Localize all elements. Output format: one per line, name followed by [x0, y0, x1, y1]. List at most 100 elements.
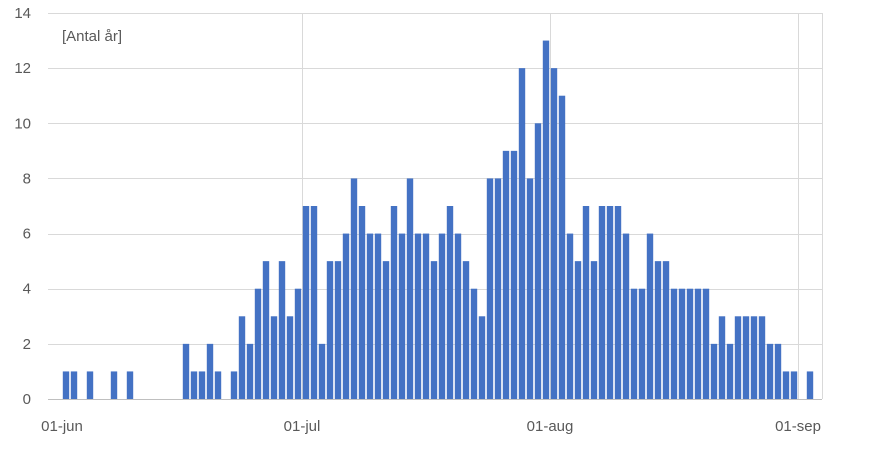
bar — [366, 233, 374, 399]
bar — [230, 371, 238, 399]
bar — [574, 261, 582, 399]
bar — [86, 371, 94, 399]
bar — [486, 178, 494, 399]
y-tick-label: 10 — [14, 115, 31, 132]
bar — [438, 233, 446, 399]
bar — [422, 233, 430, 399]
bar — [278, 261, 286, 399]
bar — [198, 371, 206, 399]
x-tick-label: 01-aug — [527, 418, 574, 435]
bar — [646, 233, 654, 399]
y-tick-label: 8 — [23, 170, 31, 187]
bar — [390, 206, 398, 399]
bar — [726, 343, 734, 399]
bar — [214, 371, 222, 399]
bar — [518, 68, 526, 399]
bar — [686, 288, 694, 399]
bar — [614, 206, 622, 399]
bar — [462, 261, 470, 399]
x-tick-label: 01-jun — [41, 418, 83, 435]
bar — [374, 233, 382, 399]
bar — [342, 233, 350, 399]
bar — [62, 371, 70, 399]
x-tick-label: 01-jul — [284, 418, 321, 435]
bar — [734, 316, 742, 399]
bar — [566, 233, 574, 399]
bar — [630, 288, 638, 399]
bar — [302, 206, 310, 399]
bar — [758, 316, 766, 399]
bar — [454, 233, 462, 399]
bar — [590, 261, 598, 399]
bar — [606, 206, 614, 399]
bar — [670, 288, 678, 399]
chart-annotation: [Antal år] — [62, 28, 122, 45]
bar — [502, 150, 510, 399]
bar — [334, 261, 342, 399]
bar — [542, 40, 550, 399]
axes: 0 2 4 6 8 10 12 14 01-jun 01-jul 01-aug 01-sep — [14, 5, 822, 435]
bar — [750, 316, 758, 399]
bar — [526, 178, 534, 399]
gridlines — [48, 13, 823, 399]
bar — [510, 150, 518, 399]
bar — [270, 316, 278, 399]
bar — [702, 288, 710, 399]
bar — [598, 206, 606, 399]
bar — [430, 261, 438, 399]
bar — [206, 343, 214, 399]
bar — [326, 261, 334, 399]
bar — [310, 206, 318, 399]
bar — [534, 123, 542, 399]
bar — [806, 371, 814, 399]
bar — [70, 371, 78, 399]
bar — [238, 316, 246, 399]
bar — [286, 316, 294, 399]
bar — [790, 371, 798, 399]
bar — [110, 371, 118, 399]
y-tick-label: 2 — [23, 336, 31, 353]
bar — [622, 233, 630, 399]
bar — [638, 288, 646, 399]
y-tick-label: 6 — [23, 226, 31, 243]
bar — [358, 206, 366, 399]
bar — [478, 316, 486, 399]
bar — [406, 178, 414, 399]
bar — [414, 233, 422, 399]
bar — [766, 343, 774, 399]
y-tick-label: 12 — [14, 60, 31, 77]
bar — [398, 233, 406, 399]
bar — [710, 343, 718, 399]
bar — [550, 68, 558, 399]
bar — [262, 261, 270, 399]
bar — [350, 178, 358, 399]
bar — [190, 371, 198, 399]
bar — [470, 288, 478, 399]
bar — [446, 206, 454, 399]
bar — [182, 343, 190, 399]
bar — [774, 343, 782, 399]
bar — [126, 371, 134, 399]
bar — [662, 261, 670, 399]
bar — [742, 316, 750, 399]
bar — [782, 371, 790, 399]
bar — [494, 178, 502, 399]
bar — [382, 261, 390, 399]
y-tick-label: 4 — [23, 281, 31, 298]
bar — [246, 343, 254, 399]
y-tick-label: 0 — [23, 391, 31, 408]
bar — [294, 288, 302, 399]
bar — [582, 206, 590, 399]
x-tick-label: 01-sep — [775, 418, 821, 435]
bar — [558, 95, 566, 400]
bar — [678, 288, 686, 399]
bar — [694, 288, 702, 399]
bars — [62, 40, 814, 400]
bar — [654, 261, 662, 399]
bar — [718, 316, 726, 399]
y-tick-label: 14 — [14, 5, 31, 22]
bar — [254, 288, 262, 399]
bar — [318, 343, 326, 399]
